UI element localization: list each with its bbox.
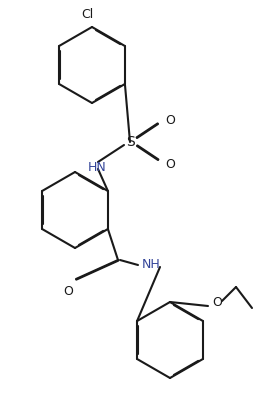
Text: O: O xyxy=(165,158,175,171)
Text: NH: NH xyxy=(142,258,161,271)
Text: S: S xyxy=(126,135,134,149)
Text: O: O xyxy=(165,113,175,126)
Text: O: O xyxy=(63,285,73,298)
Text: O: O xyxy=(212,297,222,310)
Text: HN: HN xyxy=(88,160,107,173)
Text: Cl: Cl xyxy=(81,8,93,21)
